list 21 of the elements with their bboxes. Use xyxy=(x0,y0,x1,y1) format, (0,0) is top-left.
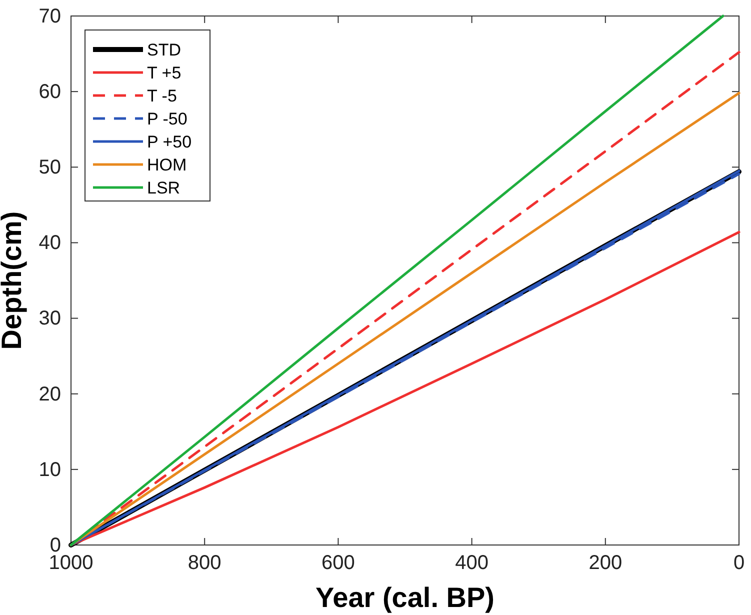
x-tick-label: 600 xyxy=(322,552,355,574)
y-axis-title: Depth(cm) xyxy=(0,211,27,350)
y-tick-label: 30 xyxy=(38,308,61,330)
legend-label: P -50 xyxy=(147,110,188,128)
y-tick-label: 10 xyxy=(38,458,61,481)
x-axis-title: Year (cal. BP) xyxy=(316,582,494,613)
y-tick-label: 70 xyxy=(38,5,61,28)
y-tick-label: 50 xyxy=(38,156,61,179)
x-tick-label: 800 xyxy=(188,552,222,574)
y-tick-label: 60 xyxy=(38,80,61,103)
legend-label: LSR xyxy=(147,178,180,198)
y-tick-label: 20 xyxy=(38,383,61,406)
y-tick-label: 40 xyxy=(38,232,61,254)
x-tick-label: 0 xyxy=(733,552,745,574)
legend-label: STD xyxy=(147,40,181,60)
legend-label: T +5 xyxy=(147,64,182,82)
legend-label: HOM xyxy=(147,156,187,174)
x-tick-label: 400 xyxy=(455,552,488,574)
legend-label: P +50 xyxy=(147,132,192,152)
x-tick-label: 200 xyxy=(588,552,622,574)
legend-label: T -5 xyxy=(147,86,177,106)
